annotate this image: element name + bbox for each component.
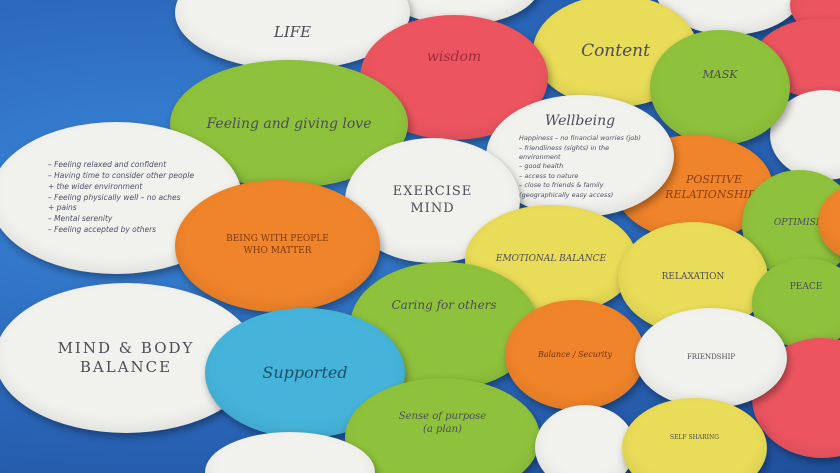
note-mask-text: MASK: [702, 67, 738, 81]
note-mask: MASK: [650, 30, 790, 145]
note-life-text: LIFE: [273, 22, 312, 41]
note-mind-body-text: MIND & BODY BALANCE: [57, 338, 195, 377]
note-wellbeing-title: Wellbeing: [544, 112, 616, 129]
note-content-text: Content: [581, 40, 650, 61]
note-friendship: FRIENDSHIP: [635, 308, 787, 408]
note-positive-text: POSITIVE RELATIONSHIPS: [665, 173, 763, 201]
note-orange-edge: [818, 185, 840, 260]
note-friendship-text: FRIENDSHIP: [686, 353, 736, 362]
note-emotional-text: EMOTIONAL BALANCE: [495, 254, 607, 265]
note-white-bottom: [535, 405, 635, 473]
note-feeling-relaxed-text: – Feeling relaxed and confident – Having…: [47, 159, 195, 235]
note-caring-text: Caring for others: [391, 298, 497, 313]
note-balance-security-text: Balance / Security: [537, 349, 613, 359]
note-self-sharing: SELF SHARING: [622, 398, 767, 473]
note-being-with-people: BEING WITH PEOPLE WHO MATTER: [175, 180, 380, 312]
note-relaxation-text: RELAXATION: [661, 272, 725, 283]
note-optimism-text: OPTIMISM: [773, 218, 826, 229]
note-sense-text: Sense of purpose (a plan): [398, 411, 487, 435]
note-wisdom-text: wisdom: [426, 49, 482, 66]
note-feeling-text: Feeling and giving love: [206, 115, 372, 132]
note-balance-security: Balance / Security: [505, 300, 645, 410]
note-being-text: BEING WITH PEOPLE WHO MATTER: [226, 234, 329, 256]
note-exercise-text: EXERCISE MIND: [392, 183, 473, 216]
note-peace-text: PEACE: [789, 282, 823, 293]
note-wellbeing-list: Happiness – no financial worries (job) –…: [519, 134, 641, 199]
note-self-sharing-text: SELF SHARING: [669, 434, 720, 442]
note-supported-text: Supported: [262, 362, 348, 382]
note-sense-of-purpose: Sense of purpose (a plan): [345, 378, 540, 473]
